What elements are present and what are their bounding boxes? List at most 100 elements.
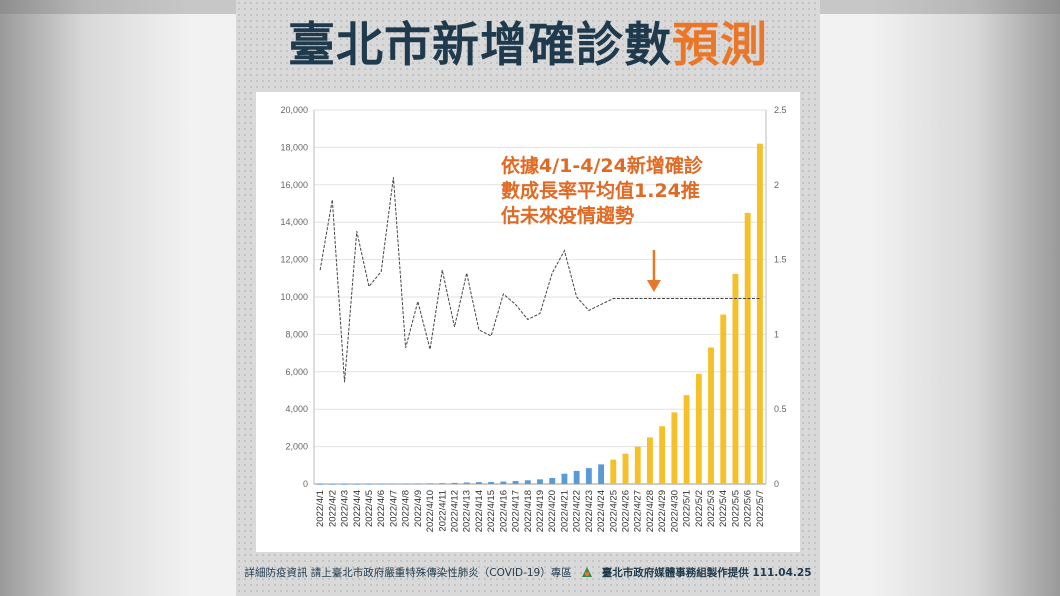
bar [451, 482, 458, 484]
y-tick-left: 2,000 [285, 442, 308, 452]
bar [537, 479, 543, 484]
bar [439, 483, 446, 484]
bar [683, 395, 690, 484]
x-tick-label: 2022/4/12 [449, 490, 460, 532]
x-tick-label: 2022/4/22 [572, 490, 583, 532]
bar [475, 482, 482, 484]
bar [488, 481, 495, 484]
bar [329, 483, 336, 485]
x-tick-label: 2022/5/2 [694, 490, 705, 527]
bar [341, 483, 348, 485]
x-tick-label: 2022/5/5 [730, 490, 741, 527]
poster: 臺北市新增確診數預測 0 2,000 4,000 6,000 8,000 10,000 12… [236, 0, 820, 596]
chart-svg: 0 2,000 4,000 6,000 8,000 10,000 12,000 14,000 1… [280, 105, 787, 532]
x-tick-label: 2022/5/7 [755, 490, 766, 527]
bar [402, 483, 409, 485]
bar [512, 481, 519, 484]
x-tick-label: 2022/4/14 [474, 490, 485, 532]
x-tick-label: 2022/4/25 [608, 490, 619, 532]
bar [317, 483, 324, 485]
bar [647, 437, 653, 484]
poster-title: 臺北市新增確診數預測 [236, 14, 820, 78]
x-tick-label: 2022/4/11 [437, 490, 448, 532]
x-tick-label: 2022/4/29 [657, 490, 668, 532]
bar [744, 212, 751, 484]
growth-rate-line [319, 177, 760, 383]
bar [659, 426, 666, 484]
x-tick-label: 2022/4/5 [364, 490, 375, 527]
x-tick-label: 2022/4/13 [462, 490, 473, 532]
x-tick-label: 2022/4/28 [645, 490, 656, 532]
bar [708, 347, 714, 484]
x-tick-label: 2022/4/8 [401, 490, 412, 527]
y-tick-right: 2 [774, 180, 779, 190]
bar [695, 373, 702, 484]
y-tick-left: 0 [303, 479, 308, 489]
bar [585, 468, 592, 484]
x-tick-label: 2022/5/3 [706, 490, 717, 527]
bar [671, 412, 678, 484]
bar [634, 446, 641, 484]
y-tick-left: 16,000 [280, 180, 308, 190]
x-tick-label: 2022/4/23 [584, 490, 595, 532]
footer: 詳細防疫資訊 請上臺北市政府嚴重特殊傳染性肺炎（COVID-19）專區 臺北市政… [236, 560, 820, 584]
bar [390, 483, 397, 485]
y-tick-right: 0 [774, 479, 779, 489]
bar [427, 483, 433, 485]
y-tick-left: 4,000 [285, 404, 308, 414]
x-tick-label: 2022/4/3 [340, 490, 351, 527]
annotation-arrowhead [646, 280, 661, 292]
footer-info: 詳細防疫資訊 請上臺北市政府嚴重特殊傳染性肺炎（COVID-19）專區 [244, 566, 572, 579]
x-tick-label: 2022/5/4 [718, 490, 729, 527]
x-tick-label: 2022/4/9 [413, 490, 424, 527]
annotation-line-1: 依據4/1-4/24新增確診 [501, 155, 703, 177]
chart-annotation: 依據4/1-4/24新增確診 數成長率平均值1.24推 估未來疫情趨勢 [501, 154, 761, 229]
y-tick-right: 1.5 [774, 255, 787, 265]
bar [414, 483, 421, 485]
y-tick-right: 0.5 [774, 404, 787, 414]
bar [573, 470, 580, 484]
x-tick-label: 2022/5/1 [682, 490, 693, 527]
x-tick-label: 2022/4/21 [559, 490, 570, 532]
x-tick-label: 2022/4/4 [352, 490, 363, 527]
y-tick-left: 14,000 [280, 217, 308, 227]
x-tick-label: 2022/4/16 [498, 490, 509, 532]
y-tick-left: 12,000 [280, 255, 308, 265]
x-tick-label: 2022/4/26 [621, 490, 632, 532]
bar [561, 473, 568, 484]
bar [598, 464, 605, 484]
bar [622, 453, 629, 484]
bar [549, 478, 556, 484]
y-tick-left: 8,000 [285, 329, 308, 339]
bar [353, 483, 360, 485]
x-tick-label: 2022/4/2 [327, 490, 338, 527]
annotation-line-2: 數成長率平均值1.24推 [501, 180, 700, 202]
x-tick-label: 2022/4/20 [547, 490, 558, 532]
bar [524, 480, 531, 484]
x-tick-label: 2022/4/1 [315, 490, 326, 527]
x-tick-label: 2022/4/7 [388, 490, 399, 527]
y-tick-right: 2.5 [774, 105, 787, 115]
x-tick-label: 2022/4/15 [486, 490, 497, 532]
bar [732, 273, 739, 484]
x-tick-label: 2022/4/18 [523, 490, 534, 532]
annotation-line-3: 估未來疫情趨勢 [501, 205, 635, 227]
x-tick-label: 2022/4/30 [669, 490, 680, 532]
x-tick-label: 2022/4/10 [425, 490, 436, 532]
y-tick-left: 18,000 [280, 142, 308, 152]
x-tick-label: 2022/4/17 [511, 490, 522, 532]
title-main: 臺北市新增確診數 [288, 18, 672, 73]
bar [610, 459, 617, 484]
bar [463, 482, 470, 484]
x-tick-label: 2022/4/6 [376, 490, 387, 527]
x-tick-label: 2022/4/27 [633, 490, 644, 532]
y-tick-right: 1 [774, 329, 779, 339]
x-tick-label: 2022/4/19 [535, 490, 546, 532]
taipei-logo-icon [580, 565, 594, 579]
bar [500, 481, 507, 484]
bar [366, 483, 372, 485]
title-accent: 預測 [672, 18, 768, 73]
bar [756, 143, 763, 484]
y-tick-left: 6,000 [285, 367, 308, 377]
y-tick-left: 10,000 [280, 292, 308, 302]
